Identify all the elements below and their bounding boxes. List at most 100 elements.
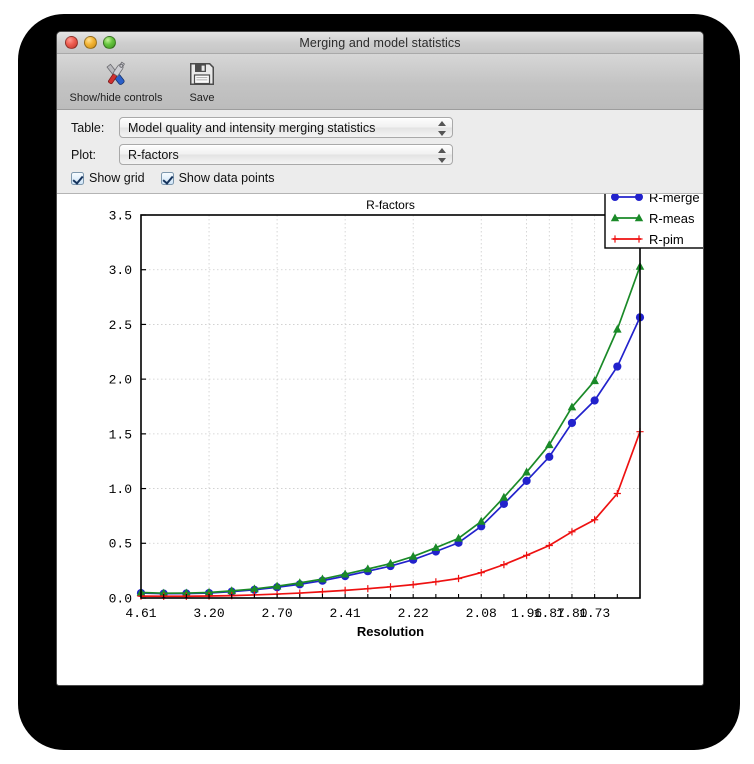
data-point-r-pim <box>432 578 440 586</box>
chart-title: R-factors <box>366 198 415 212</box>
table-select-value: Model quality and intensity merging stat… <box>128 120 376 135</box>
data-point-r-meas <box>522 467 531 476</box>
data-point-r-merge <box>567 418 577 428</box>
ytick-label: 3.5 <box>109 208 132 223</box>
data-point-r-merge <box>545 452 554 461</box>
data-point-r-meas <box>454 533 463 542</box>
data-point-r-pim <box>500 561 508 569</box>
legend-label-r-pim: R-pim <box>649 232 684 247</box>
chevron-updown-icon <box>437 121 446 136</box>
legend-label-r-merge: R-merge <box>649 194 700 205</box>
ytick-label: 2.5 <box>109 318 132 333</box>
plot-select-value: R-factors <box>128 147 179 162</box>
close-button[interactable] <box>65 36 78 49</box>
data-point-r-meas <box>318 574 327 583</box>
data-point-r-meas <box>408 551 418 560</box>
show-hide-controls-button[interactable]: Show/hide controls <box>70 58 162 104</box>
data-point-r-merge <box>590 396 599 405</box>
r-factors-chart: 0.0 0.5 1.0 1.5 2.0 2.5 3.0 3.5 4.61 3.20 2.70 2.41… <box>109 194 703 639</box>
legend-marker-r-merge <box>635 194 643 201</box>
ytick-label: 1.5 <box>109 427 132 442</box>
app-window: Merging and model statistics <box>56 31 704 686</box>
xtick-label: 2.08 <box>466 606 497 621</box>
show-grid-label: Show grid <box>89 171 145 185</box>
plot-select[interactable]: R-factors <box>119 144 453 165</box>
ytick-label: 1.0 <box>109 482 132 497</box>
checkmark-icon <box>160 171 174 185</box>
data-point-r-pim <box>568 528 576 536</box>
ytick-label: 3.0 <box>109 263 132 278</box>
xtick-label: 4.61 <box>125 606 156 621</box>
data-point-r-pim <box>545 541 553 550</box>
window-controls <box>65 36 116 49</box>
save-button[interactable]: Save <box>159 58 245 104</box>
chevron-updown-icon <box>437 148 446 163</box>
checkbox-row: Show grid Show data points <box>57 171 703 185</box>
data-point-r-pim <box>386 583 395 591</box>
legend-marker-r-pim <box>635 235 643 243</box>
floppy-disk-icon <box>187 58 217 90</box>
data-point-r-pim <box>364 585 372 593</box>
xtick-label: 1.87 <box>534 606 565 621</box>
plot-area: 0.0 0.5 1.0 1.5 2.0 2.5 3.0 3.5 4.61 3.20 2.70 2.41… <box>57 194 703 654</box>
xtick-label: 1.96 <box>511 606 542 621</box>
data-point-r-meas <box>272 581 282 590</box>
data-point-r-meas <box>476 516 486 525</box>
window-title: Merging and model statistics <box>299 35 461 50</box>
legend-marker-r-merge <box>611 194 619 201</box>
controls-panel: Table: Model quality and intensity mergi… <box>57 110 703 194</box>
data-point-r-pim <box>341 586 349 594</box>
save-label: Save <box>189 92 215 104</box>
data-point-r-meas <box>182 588 191 597</box>
legend-label-r-meas: R-meas <box>649 211 695 226</box>
data-point-r-pim <box>522 551 531 559</box>
show-grid-checkbox[interactable]: Show grid <box>71 171 145 185</box>
data-point-r-meas <box>295 578 305 587</box>
xtick-label: 2.22 <box>398 606 429 621</box>
zoom-button[interactable] <box>103 36 116 49</box>
table-select[interactable]: Model quality and intensity merging stat… <box>119 117 453 138</box>
ytick-label: 2.0 <box>109 373 132 388</box>
x-axis-label: Resolution <box>357 624 424 639</box>
data-point-r-pim <box>454 574 463 583</box>
legend-marker-r-pim <box>611 235 619 243</box>
data-point-r-meas <box>590 376 599 385</box>
data-point-r-pim <box>409 581 417 589</box>
data-point-r-meas <box>250 584 259 593</box>
minimize-button[interactable] <box>84 36 97 49</box>
show-data-points-label: Show data points <box>178 171 275 185</box>
data-point-r-merge <box>522 476 531 486</box>
legend-marker-r-meas <box>634 213 644 222</box>
show-hide-controls-label: Show/hide controls <box>69 92 163 104</box>
xtick-label: 2.70 <box>261 606 292 621</box>
xtick-label: 1.73 <box>579 606 610 621</box>
data-point-r-meas <box>613 324 622 333</box>
xtick-label: 3.20 <box>193 606 224 621</box>
xtick-label: 1.80 <box>556 606 587 621</box>
show-data-points-checkbox[interactable]: Show data points <box>160 171 275 185</box>
xtick-label: 2.41 <box>330 606 361 621</box>
tools-icon <box>99 58 133 90</box>
data-point-r-pim <box>613 489 621 498</box>
data-point-r-meas <box>567 402 577 411</box>
data-point-r-pim <box>477 569 485 577</box>
data-point-r-meas <box>499 492 509 501</box>
plot-label: Plot: <box>71 147 97 162</box>
data-point-r-meas <box>363 564 373 573</box>
data-point-r-meas <box>431 543 441 551</box>
ytick-label: 0.5 <box>109 537 132 552</box>
toolbar: Show/hide controls Save <box>57 54 703 110</box>
window-titlebar: Merging and model statistics <box>57 32 703 54</box>
plot-row: Plot: R-factors <box>57 144 703 165</box>
data-point-r-meas <box>159 588 168 597</box>
data-point-r-meas <box>386 558 395 567</box>
table-label: Table: <box>71 120 105 135</box>
table-row: Table: Model quality and intensity mergi… <box>57 117 703 138</box>
data-point-r-merge <box>613 362 622 371</box>
plot-background <box>141 215 640 598</box>
legend-marker-r-meas <box>610 213 620 222</box>
data-point-r-meas <box>340 569 350 578</box>
data-point-r-pim <box>591 516 599 524</box>
data-point-r-meas <box>227 586 237 595</box>
